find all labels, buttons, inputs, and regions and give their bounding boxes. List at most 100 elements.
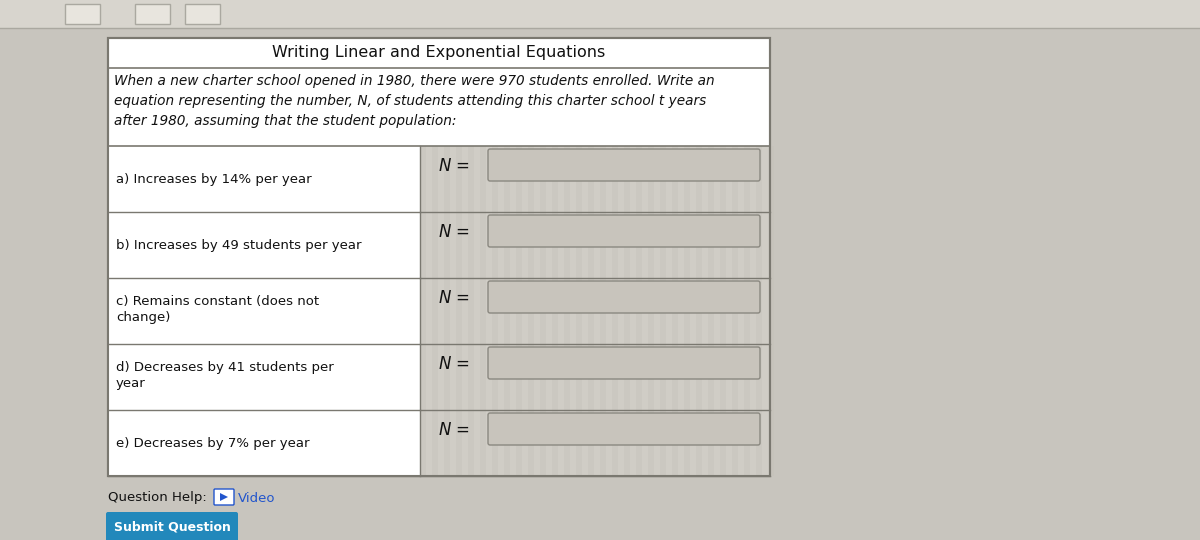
Text: year: year: [116, 377, 145, 390]
Bar: [720, 344, 726, 410]
Bar: [552, 278, 558, 344]
Bar: [732, 278, 738, 344]
Bar: [492, 146, 498, 212]
Bar: [420, 146, 426, 212]
Bar: [564, 146, 570, 212]
Bar: [600, 212, 606, 278]
Bar: [732, 344, 738, 410]
Bar: [696, 212, 702, 278]
Bar: [420, 146, 770, 212]
Bar: [648, 410, 654, 476]
Bar: [648, 278, 654, 344]
Bar: [528, 410, 534, 476]
Text: $N$ =: $N$ =: [438, 289, 470, 307]
Bar: [432, 410, 438, 476]
Bar: [708, 344, 714, 410]
Bar: [108, 212, 420, 278]
Bar: [684, 212, 690, 278]
Bar: [696, 344, 702, 410]
Text: Question Help:: Question Help:: [108, 491, 206, 504]
Bar: [612, 410, 618, 476]
Bar: [480, 212, 486, 278]
Bar: [576, 212, 582, 278]
Text: c) Remains constant (does not: c) Remains constant (does not: [116, 294, 319, 307]
Bar: [708, 278, 714, 344]
Bar: [468, 212, 474, 278]
Bar: [504, 410, 510, 476]
Bar: [636, 344, 642, 410]
Bar: [444, 410, 450, 476]
FancyBboxPatch shape: [488, 149, 760, 181]
Bar: [672, 278, 678, 344]
Bar: [720, 278, 726, 344]
Bar: [588, 344, 594, 410]
Bar: [576, 410, 582, 476]
Text: change): change): [116, 312, 170, 325]
Bar: [600, 278, 606, 344]
Bar: [552, 344, 558, 410]
Bar: [636, 278, 642, 344]
Bar: [540, 146, 546, 212]
Bar: [756, 410, 762, 476]
Bar: [732, 212, 738, 278]
Bar: [432, 278, 438, 344]
Bar: [588, 278, 594, 344]
Bar: [504, 278, 510, 344]
Bar: [420, 278, 426, 344]
Polygon shape: [220, 493, 228, 501]
Bar: [516, 410, 522, 476]
Bar: [468, 344, 474, 410]
Bar: [540, 212, 546, 278]
Bar: [456, 344, 462, 410]
Text: $N$ =: $N$ =: [438, 421, 470, 439]
Bar: [660, 212, 666, 278]
Bar: [444, 212, 450, 278]
Bar: [744, 278, 750, 344]
Bar: [708, 410, 714, 476]
Bar: [612, 212, 618, 278]
Bar: [576, 278, 582, 344]
Bar: [588, 410, 594, 476]
Bar: [744, 410, 750, 476]
Bar: [660, 410, 666, 476]
Bar: [708, 212, 714, 278]
Bar: [600, 146, 606, 212]
Bar: [576, 344, 582, 410]
Bar: [756, 344, 762, 410]
Bar: [134, 4, 170, 24]
Bar: [432, 212, 438, 278]
Bar: [564, 344, 570, 410]
Bar: [480, 410, 486, 476]
Bar: [456, 146, 462, 212]
Bar: [648, 212, 654, 278]
Bar: [636, 212, 642, 278]
Bar: [516, 278, 522, 344]
Bar: [480, 344, 486, 410]
Bar: [516, 146, 522, 212]
Bar: [684, 278, 690, 344]
Bar: [480, 146, 486, 212]
Bar: [600, 410, 606, 476]
Bar: [420, 212, 770, 278]
FancyBboxPatch shape: [214, 489, 234, 505]
Bar: [612, 344, 618, 410]
Bar: [756, 278, 762, 344]
Bar: [660, 344, 666, 410]
Bar: [720, 146, 726, 212]
Bar: [708, 146, 714, 212]
Bar: [684, 146, 690, 212]
Bar: [108, 344, 420, 410]
Bar: [420, 410, 426, 476]
Bar: [108, 278, 420, 344]
Text: Submit Question: Submit Question: [114, 521, 230, 534]
Bar: [768, 278, 774, 344]
Bar: [564, 212, 570, 278]
Bar: [744, 344, 750, 410]
Bar: [492, 344, 498, 410]
Bar: [185, 4, 220, 24]
Bar: [672, 146, 678, 212]
Bar: [636, 410, 642, 476]
Text: When a new charter school opened in 1980, there were 970 students enrolled. Writ: When a new charter school opened in 1980…: [114, 74, 715, 128]
Bar: [768, 146, 774, 212]
Text: a) Increases by 14% per year: a) Increases by 14% per year: [116, 172, 312, 186]
